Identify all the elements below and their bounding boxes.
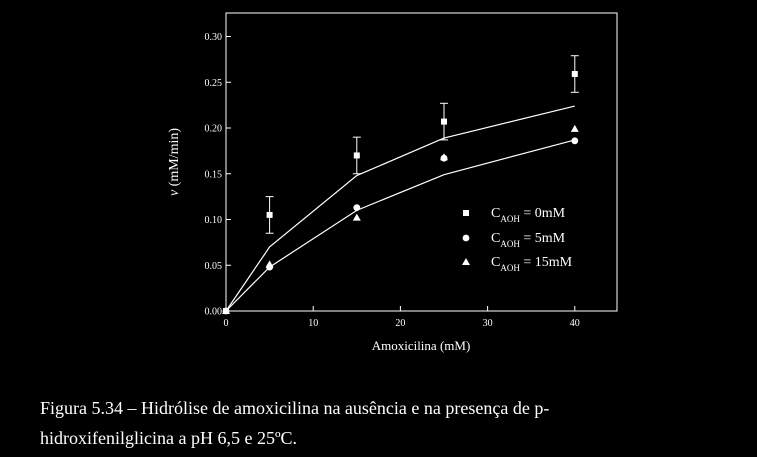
data-point-triangle: [352, 213, 361, 221]
legend-entry: CAOH = 5mM: [491, 231, 566, 249]
data-point-square: [441, 118, 447, 125]
data-point-triangle: [440, 153, 448, 161]
axis-ticks: 0 10 20 30 40 0.00 0.05 0.10 0.15 0.20 0.25 0.30: [205, 32, 580, 329]
data-point-circle: [571, 137, 579, 145]
fit-line-1: [225, 105, 575, 312]
legend-entry-value: = 0mM: [520, 206, 566, 221]
y-tick-label: 0.00: [205, 307, 223, 318]
x-axis-label: Amoxicilina (mM): [372, 338, 471, 353]
legend-marker-triangle: [462, 258, 470, 265]
plot-frame: [225, 12, 618, 312]
data-point-circle: [353, 204, 361, 212]
legend-entry-subscript: AOH: [500, 214, 520, 224]
y-tick-label: 0.25: [205, 78, 223, 89]
legend-marker-square: [463, 210, 469, 216]
x-tick-label: 40: [570, 318, 580, 329]
x-tick-label: 20: [395, 318, 405, 329]
data-point-triangle: [265, 260, 274, 268]
legend-entry-value: = 5mM: [520, 231, 566, 246]
legend-entry: CAOH = 15mM: [491, 255, 573, 273]
caption-line-1: Figura 5.34 – Hidrólise de amoxicilina n…: [40, 398, 550, 418]
caption-line-2: hidroxifenilglicina a pH 6,5 e 25ºC.: [40, 428, 298, 448]
legend-entry-symbol: C: [491, 206, 500, 221]
y-tick-label: 0.10: [205, 215, 223, 226]
data-point-square: [353, 152, 360, 159]
x-tick-label: 0: [224, 318, 229, 329]
figure-caption: Figura 5.34 – Hidrólise de amoxicilina n…: [40, 393, 708, 453]
y-axis-label-symbol: v: [167, 189, 182, 196]
y-axis-label-units: (mM/min): [167, 128, 182, 190]
y-tick-label: 0.05: [205, 261, 223, 272]
legend-entry-symbol: C: [491, 255, 500, 270]
legend-entry-symbol: C: [491, 231, 500, 246]
y-tick-label: 0.20: [205, 124, 223, 135]
y-tick-label: 0.15: [205, 169, 223, 180]
fit-line-2: [225, 139, 575, 312]
legend-entry-subscript: AOH: [500, 263, 520, 273]
data-points: [222, 71, 579, 315]
legend-entry-value: = 15mM: [520, 255, 573, 270]
data-point-square: [571, 71, 578, 78]
chart: 0 10 20 30 400.000.050.100.150.200.250.30 CA…: [167, 12, 618, 353]
x-tick-label: 10: [308, 318, 318, 329]
legend-entry-subscript: AOH: [500, 239, 520, 249]
x-tick-label: 30: [483, 318, 493, 329]
y-axis-label: v (mM/min): [167, 128, 182, 196]
legend-entry: CAOH = 0mM: [491, 206, 566, 224]
y-tick-label: 0.30: [205, 32, 223, 43]
data-point-square: [266, 211, 273, 218]
legend-marker-circle: [462, 234, 470, 242]
data-point-triangle: [570, 124, 579, 132]
